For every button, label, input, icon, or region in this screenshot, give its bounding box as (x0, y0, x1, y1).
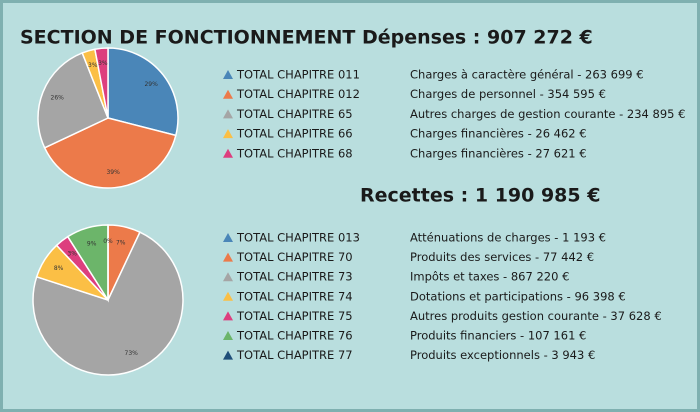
legend-label: TOTAL CHAPITRE 66 (236, 127, 353, 141)
slice-label: 29% (144, 81, 158, 88)
slice-label: 7% (116, 239, 126, 246)
slice-label: 3% (98, 60, 108, 67)
legend-description: Autres charges de gestion courante - 234… (410, 107, 685, 121)
legend-label: TOTAL CHAPITRE 012 (236, 87, 360, 101)
legend-label: TOTAL CHAPITRE 013 (236, 231, 360, 245)
legend-label: TOTAL CHAPITRE 77 (236, 348, 353, 362)
legend-label: TOTAL CHAPITRE 75 (236, 309, 353, 323)
slice-label: 26% (51, 94, 65, 101)
pie-slice (32, 231, 184, 376)
legend-description: Produits financiers - 107 161 € (410, 329, 586, 343)
legend-label: TOTAL CHAPITRE 68 (236, 146, 353, 160)
legend-description: Impôts et taxes - 867 220 € (410, 270, 569, 284)
slice-label: 8% (54, 265, 64, 272)
legend-description: Produits des services - 77 442 € (410, 250, 594, 264)
legend-description: Charges financières - 27 621 € (410, 146, 587, 160)
legend-description: Dotations et participations - 96 398 € (410, 289, 626, 303)
legend-marker (223, 311, 233, 321)
legend-marker (223, 350, 233, 360)
legend-label: TOTAL CHAPITRE 76 (236, 329, 353, 343)
legend-marker (223, 148, 233, 158)
slice-label: 39% (106, 169, 120, 176)
legend-description: Charges à caractère général - 263 699 € (410, 68, 644, 82)
section-title: Recettes : 1 190 985 € (360, 185, 600, 207)
legend-marker (223, 331, 233, 340)
legend-marker (223, 70, 233, 79)
pie-slice (94, 47, 109, 119)
slice-label: 3% (67, 250, 77, 257)
slice-label: 3% (88, 62, 98, 69)
legend-label: TOTAL CHAPITRE 74 (236, 289, 353, 303)
legend-marker (223, 129, 233, 139)
legend-label: TOTAL CHAPITRE 011 (236, 68, 360, 82)
legend-label: TOTAL CHAPITRE 70 (236, 250, 353, 264)
legend-marker (223, 291, 233, 301)
legend-description: Charges de personnel - 354 595 € (410, 87, 606, 101)
legend-label: TOTAL CHAPITRE 73 (236, 270, 353, 284)
section-title: Dépenses : 907 272 € (362, 27, 593, 49)
pie-slice (43, 117, 177, 189)
pie-slice (37, 51, 109, 149)
legend-description: Charges financières - 26 462 € (410, 127, 587, 141)
pie-slice (107, 47, 179, 137)
legend-description: Atténuations de charges - 1 193 € (410, 231, 606, 245)
legend-marker (223, 252, 233, 262)
legend-marker (223, 272, 233, 282)
legend-marker (223, 233, 233, 242)
legend-marker (223, 109, 233, 119)
slice-label: 73% (125, 350, 139, 357)
page-title: SECTION DE FONCTIONNEMENT (20, 27, 355, 49)
legend-description: Autres produits gestion courante - 37 62… (410, 309, 662, 323)
legend-marker (223, 89, 233, 99)
legend-description: Produits exceptionnels - 3 943 € (410, 348, 595, 362)
slice-label: 9% (87, 240, 97, 247)
legend-label: TOTAL CHAPITRE 65 (236, 107, 353, 121)
slice-label: 0% (103, 238, 113, 245)
